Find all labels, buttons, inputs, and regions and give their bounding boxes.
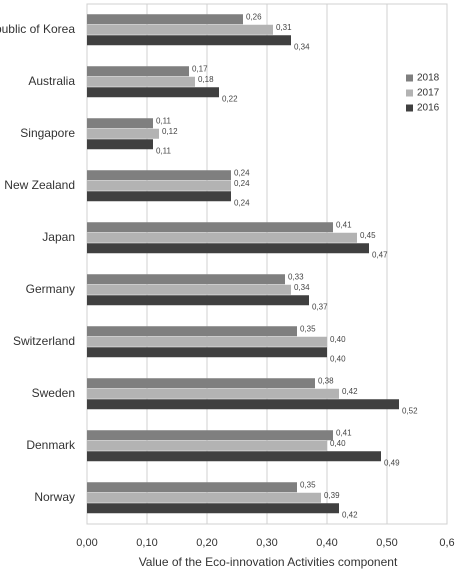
y-tick-label: Germany xyxy=(26,282,75,296)
bar xyxy=(87,14,243,25)
legend-swatch xyxy=(406,89,413,97)
x-tick-label: 0,40 xyxy=(316,537,337,549)
y-tick-label: Singapore xyxy=(20,126,75,140)
value-label: 0,11 xyxy=(156,146,172,155)
value-label: 0,40 xyxy=(330,354,346,363)
value-label: 0,39 xyxy=(324,491,340,500)
x-tick-label: 0,6 xyxy=(439,537,454,549)
value-label: 0,35 xyxy=(300,324,316,333)
legend-label: 2018 xyxy=(417,73,440,84)
bar xyxy=(87,295,309,306)
value-label: 0,34 xyxy=(294,283,310,292)
y-tick-label: Australia xyxy=(28,74,75,88)
bar xyxy=(87,118,153,129)
bar xyxy=(87,284,291,295)
value-label: 0,18 xyxy=(198,75,214,84)
bar xyxy=(87,388,339,399)
value-label: 0,40 xyxy=(330,439,346,448)
value-label: 0,47 xyxy=(372,250,388,259)
value-label: 0,40 xyxy=(330,335,346,344)
legend-swatch xyxy=(406,74,413,82)
y-tick-label: Norway xyxy=(34,490,75,504)
value-label: 0,45 xyxy=(360,231,376,240)
bar xyxy=(87,232,357,243)
bar xyxy=(87,180,231,191)
y-tick-label: Switzerland xyxy=(13,334,75,348)
value-label: 0,42 xyxy=(342,510,358,519)
x-tick-label: 0,20 xyxy=(196,537,217,549)
y-tick-label: Sweden xyxy=(32,386,75,400)
bar xyxy=(87,222,333,233)
bar xyxy=(87,399,399,410)
value-label: 0,38 xyxy=(318,376,334,385)
x-tick-label: 0,50 xyxy=(376,537,397,549)
bar xyxy=(87,243,369,254)
value-label: 0,41 xyxy=(336,220,352,229)
bar xyxy=(87,440,327,451)
value-label: 0,24 xyxy=(234,168,250,177)
value-label: 0,12 xyxy=(162,127,178,136)
value-label: 0,42 xyxy=(342,387,358,396)
x-tick-label: 0,00 xyxy=(76,537,97,549)
bar xyxy=(87,274,285,285)
bar xyxy=(87,191,231,202)
bar xyxy=(87,430,333,441)
bar xyxy=(87,503,339,514)
bar xyxy=(87,378,315,389)
y-tick-label: Denmark xyxy=(26,438,76,452)
bar xyxy=(87,76,195,87)
bar xyxy=(87,139,153,150)
legend-label: 2016 xyxy=(417,103,440,114)
value-label: 0,26 xyxy=(246,12,262,21)
value-label: 0,37 xyxy=(312,302,328,311)
value-label: 0,17 xyxy=(192,64,208,73)
bar xyxy=(87,170,231,181)
value-label: 0,33 xyxy=(288,272,304,281)
bar xyxy=(87,482,297,493)
x-axis-title: Value of the Eco-innovation Activities c… xyxy=(139,555,398,569)
bar xyxy=(87,24,273,35)
bar xyxy=(87,336,327,347)
value-label: 0,41 xyxy=(336,428,352,437)
bar xyxy=(87,87,219,98)
value-label: 0,22 xyxy=(222,94,238,103)
bar xyxy=(87,128,159,139)
bar xyxy=(87,35,291,46)
value-label: 0,24 xyxy=(234,198,250,207)
x-tick-label: 0,30 xyxy=(256,537,277,549)
x-tick-label: 0,10 xyxy=(136,537,157,549)
value-label: 0,34 xyxy=(294,42,310,51)
value-label: 0,11 xyxy=(156,116,172,125)
bar xyxy=(87,326,297,337)
value-label: 0,31 xyxy=(276,23,292,32)
legend-label: 2017 xyxy=(417,88,440,99)
bar xyxy=(87,347,327,358)
value-label: 0,52 xyxy=(402,406,418,415)
y-tick-label: Japan xyxy=(42,230,75,244)
value-label: 0,35 xyxy=(300,480,316,489)
legend-swatch xyxy=(406,104,413,112)
y-tick-label: public of Korea xyxy=(0,22,75,36)
bar xyxy=(87,451,381,462)
value-label: 0,49 xyxy=(384,458,400,467)
value-label: 0,24 xyxy=(234,179,250,188)
y-tick-label: New Zealand xyxy=(4,178,75,192)
bar xyxy=(87,492,321,503)
bar xyxy=(87,66,189,77)
